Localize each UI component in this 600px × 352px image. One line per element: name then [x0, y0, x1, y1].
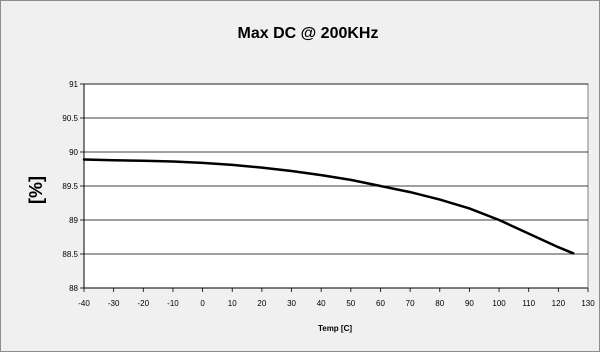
x-tick-label: 70	[406, 299, 415, 308]
x-tick-label: -10	[167, 299, 179, 308]
y-axis-label: [%]	[26, 176, 46, 204]
x-tick-label: -40	[78, 299, 90, 308]
x-tick-label: -20	[138, 299, 150, 308]
x-tick-label: 10	[228, 299, 237, 308]
y-tick-label: 90.5	[62, 114, 78, 123]
y-tick-label: 88	[69, 284, 78, 293]
x-tick-label: 110	[522, 299, 535, 308]
x-axis-ticks: -40 -30 -20 -10 0 10 20 30 40 50 60 70 80 90 100 110 120…	[78, 288, 595, 308]
gridlines	[84, 83, 588, 255]
x-tick-label: 80	[435, 299, 444, 308]
x-tick-label: 100	[492, 299, 506, 308]
y-tick-label: 89.5	[62, 182, 78, 191]
series-line	[82, 158, 575, 255]
y-tick-label: 89	[69, 216, 78, 225]
chart-title: Max DC @ 200KHz	[238, 25, 379, 42]
x-tick-label: 40	[317, 299, 326, 308]
series-group	[82, 158, 575, 255]
x-tick-label: 30	[287, 299, 296, 308]
x-tick-label: 20	[257, 299, 266, 308]
x-tick-label: 0	[200, 299, 205, 308]
x-tick-label: 120	[552, 299, 566, 308]
x-tick-label: 130	[581, 299, 595, 308]
y-axis-ticks: 88 88.5 89 89.5 90 90.5 91	[62, 80, 84, 293]
x-tick-label: -30	[108, 299, 120, 308]
y-tick-label: 90	[69, 148, 78, 157]
x-axis-label: Temp [C]	[318, 324, 352, 333]
x-tick-label: 50	[346, 299, 355, 308]
y-tick-label: 91	[69, 80, 78, 89]
x-tick-label: 90	[465, 299, 474, 308]
x-tick-label: 60	[376, 299, 385, 308]
y-tick-label: 88.5	[62, 250, 78, 259]
